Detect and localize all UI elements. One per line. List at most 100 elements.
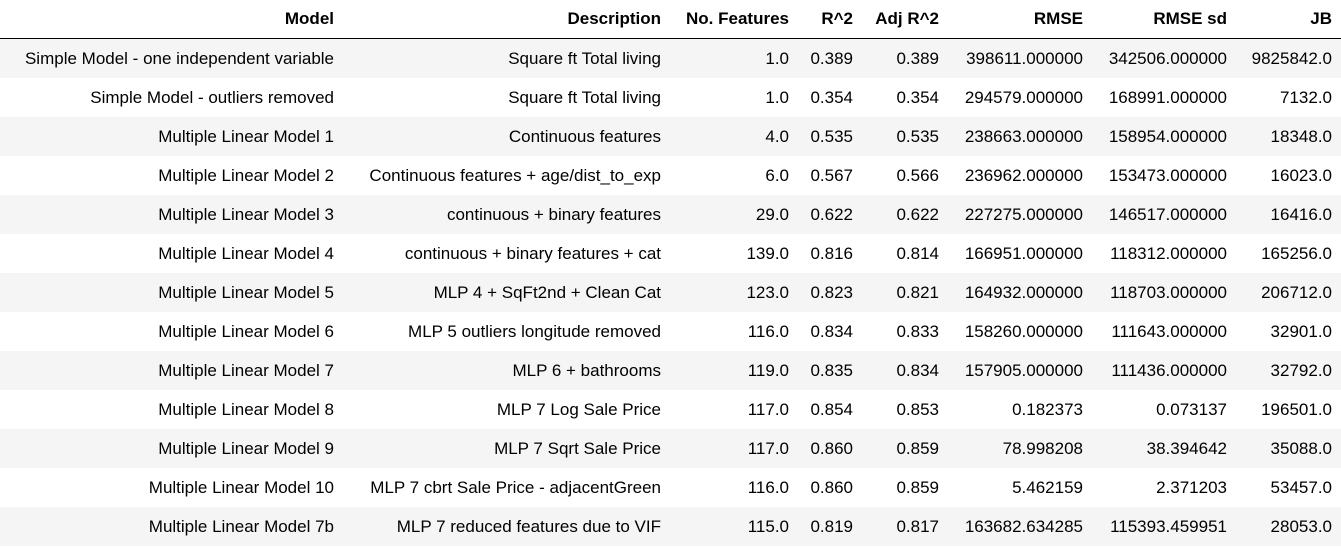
cell-jb: 165256.0 bbox=[1261, 243, 1332, 263]
cell-rmse: 398611.000000 bbox=[966, 48, 1083, 68]
column-header-rmse-sd: RMSE sd bbox=[1092, 0, 1236, 39]
column-header-rmse: RMSE bbox=[948, 0, 1092, 39]
table-row: Multiple Linear Model 7 MLP 6 + bathrooms… bbox=[0, 351, 1341, 390]
cell-jb: 16023.0 bbox=[1270, 165, 1332, 185]
cell-model: Multiple Linear Model 1 bbox=[158, 126, 334, 146]
cell-no-features: 119.0 bbox=[747, 360, 789, 380]
cell-jb: 28053.0 bbox=[1270, 516, 1332, 536]
column-header-jb: JB bbox=[1236, 0, 1341, 39]
cell-no-features: 4.0 bbox=[765, 126, 789, 146]
table-row: Multiple Linear Model 3 continuous + bina… bbox=[0, 195, 1341, 234]
cell-description: MLP 7 Log Sale Price bbox=[496, 399, 661, 419]
cell-description: MLP 7 reduced features due to VIF bbox=[396, 516, 661, 536]
cell-description: MLP 4 + SqFt2nd + Clean Cat bbox=[433, 282, 661, 302]
cell-rmse-sd: 153473.000000 bbox=[1108, 165, 1227, 185]
cell-model: Multiple Linear Model 2 bbox=[158, 165, 334, 185]
cell-rmse-sd: 168991.000000 bbox=[1108, 87, 1227, 107]
column-header-adj-r2: Adj R^2 bbox=[862, 0, 948, 39]
column-header-no-features: No. Features bbox=[670, 0, 798, 39]
cell-jb: 35088.0 bbox=[1270, 438, 1332, 458]
header-row: Model Description No. Features R^2 Adj R^2 RM… bbox=[0, 0, 1341, 39]
cell-adj-r2: 0.817 bbox=[896, 516, 939, 536]
column-header-r2: R^2 bbox=[798, 0, 862, 39]
column-header-model: Model bbox=[0, 0, 343, 39]
cell-r2: 0.860 bbox=[810, 477, 853, 497]
cell-jb: 32901.0 bbox=[1270, 321, 1332, 341]
cell-adj-r2: 0.833 bbox=[896, 321, 939, 341]
cell-adj-r2: 0.834 bbox=[896, 360, 939, 380]
cell-no-features: 115.0 bbox=[747, 516, 789, 536]
cell-model: Simple Model - outliers removed bbox=[90, 87, 334, 107]
cell-rmse: 78.998208 bbox=[1002, 438, 1083, 458]
cell-rmse: 227275.000000 bbox=[964, 204, 1083, 224]
cell-rmse-sd: 146517.000000 bbox=[1108, 204, 1227, 224]
cell-model: Multiple Linear Model 9 bbox=[158, 438, 334, 458]
cell-r2: 0.834 bbox=[810, 321, 853, 341]
cell-r2: 0.622 bbox=[810, 204, 853, 224]
cell-adj-r2: 0.622 bbox=[896, 204, 939, 224]
cell-adj-r2: 0.535 bbox=[896, 126, 939, 146]
cell-adj-r2: 0.821 bbox=[896, 282, 939, 302]
cell-description: MLP 6 + bathrooms bbox=[512, 360, 661, 380]
cell-rmse: 157905.000000 bbox=[964, 360, 1083, 380]
cell-description: continuous + binary features + cat bbox=[404, 243, 661, 263]
table-row: Simple Model - outliers removed Square ft… bbox=[0, 78, 1341, 117]
cell-no-features: 123.0 bbox=[746, 282, 789, 302]
cell-no-features: 29.0 bbox=[755, 204, 789, 224]
cell-r2: 0.354 bbox=[810, 87, 853, 107]
table-row: Multiple Linear Model 6 MLP 5 outliers lo… bbox=[0, 312, 1341, 351]
cell-jb: 18348.0 bbox=[1270, 126, 1332, 146]
cell-jb: 16416.0 bbox=[1270, 204, 1332, 224]
cell-model: Multiple Linear Model 7b bbox=[148, 516, 334, 536]
cell-adj-r2: 0.814 bbox=[896, 243, 939, 263]
cell-adj-r2: 0.853 bbox=[896, 399, 939, 419]
cell-rmse: 164932.000000 bbox=[964, 282, 1083, 302]
cell-r2: 0.854 bbox=[810, 399, 853, 419]
table-row: Multiple Linear Model 5 MLP 4 + SqFt2nd +… bbox=[0, 273, 1341, 312]
cell-no-features: 116.0 bbox=[747, 477, 789, 497]
cell-no-features: 139.0 bbox=[746, 243, 789, 263]
cell-rmse: 166951.000000 bbox=[964, 243, 1083, 263]
cell-rmse-sd: 342506.000000 bbox=[1108, 48, 1227, 68]
cell-no-features: 117.0 bbox=[747, 438, 789, 458]
cell-rmse-sd: 38.394642 bbox=[1146, 438, 1227, 458]
cell-rmse: 0.182373 bbox=[1012, 399, 1083, 419]
cell-description: Continuous features + age/dist_to_exp bbox=[369, 165, 661, 185]
cell-description: continuous + binary features bbox=[446, 204, 661, 224]
cell-r2: 0.823 bbox=[810, 282, 853, 302]
cell-jb: 7132.0 bbox=[1280, 87, 1332, 107]
cell-no-features: 1.0 bbox=[765, 48, 789, 68]
cell-no-features: 117.0 bbox=[747, 399, 789, 419]
table-row: Multiple Linear Model 9 MLP 7 Sqrt Sale P… bbox=[0, 429, 1341, 468]
table-row: Multiple Linear Model 10 MLP 7 cbrt Sale … bbox=[0, 468, 1341, 507]
cell-rmse-sd: 111643.000000 bbox=[1111, 321, 1227, 341]
table-row: Multiple Linear Model 4 continuous + bina… bbox=[0, 234, 1341, 273]
cell-rmse: 238663.000000 bbox=[964, 126, 1083, 146]
cell-model: Multiple Linear Model 10 bbox=[148, 477, 334, 497]
table-row: Multiple Linear Model 1 Continuous featur… bbox=[0, 117, 1341, 156]
table-header: Model Description No. Features R^2 Adj R^2 RM… bbox=[0, 0, 1341, 39]
cell-description: Continuous features bbox=[508, 126, 661, 146]
table-row: Multiple Linear Model 2 Continuous featur… bbox=[0, 156, 1341, 195]
cell-jb: 196501.0 bbox=[1261, 399, 1332, 419]
table-row: Simple Model - one independent variable S… bbox=[0, 38, 1341, 78]
cell-r2: 0.835 bbox=[810, 360, 853, 380]
cell-no-features: 6.0 bbox=[765, 165, 789, 185]
cell-adj-r2: 0.354 bbox=[896, 87, 939, 107]
cell-adj-r2: 0.859 bbox=[896, 438, 939, 458]
cell-adj-r2: 0.389 bbox=[896, 48, 939, 68]
cell-description: MLP 7 cbrt Sale Price - adjacentGreen bbox=[370, 477, 661, 497]
cell-jb: 53457.0 bbox=[1270, 477, 1332, 497]
cell-model: Multiple Linear Model 4 bbox=[158, 243, 334, 263]
cell-jb: 206712.0 bbox=[1261, 282, 1332, 302]
cell-description: MLP 7 Sqrt Sale Price bbox=[494, 438, 661, 458]
cell-jb: 9825842.0 bbox=[1251, 48, 1332, 68]
cell-adj-r2: 0.859 bbox=[896, 477, 939, 497]
cell-rmse: 236962.000000 bbox=[964, 165, 1083, 185]
column-header-description: Description bbox=[343, 0, 670, 39]
cell-rmse-sd: 2.371203 bbox=[1156, 477, 1227, 497]
cell-no-features: 116.0 bbox=[747, 321, 789, 341]
cell-rmse: 158260.000000 bbox=[964, 321, 1083, 341]
cell-rmse: 163682.634285 bbox=[964, 516, 1083, 536]
